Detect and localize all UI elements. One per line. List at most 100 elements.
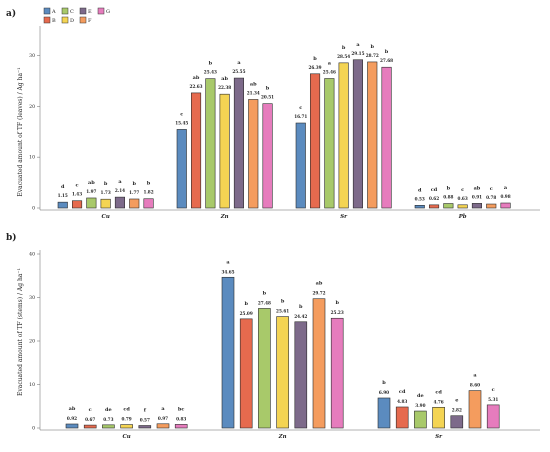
bar-sr-e [352, 59, 364, 209]
significance-letter-zn-d: b [281, 299, 285, 305]
significance-letter-sr-g: c [492, 387, 495, 393]
significance-letter-sr-b: cd [399, 389, 406, 395]
legend-swatch-f [79, 16, 87, 24]
significance-letter-cu-f: a [161, 406, 165, 412]
significance-letter-pb-g: a [504, 185, 508, 191]
bar-cu-e [138, 425, 152, 429]
significance-letter-zn-d: ab [221, 76, 228, 82]
bar-sr-a [295, 122, 306, 209]
significance-letter-cu-a: d [61, 184, 65, 190]
y-tick-label: 30 [29, 295, 35, 301]
legend-label-d: D [70, 18, 74, 24]
value-label-zn-f: 21.34 [247, 90, 260, 95]
significance-letter-sr-b: b [313, 56, 317, 62]
value-label-pb-b: 0.62 [429, 196, 439, 201]
category-label-cu: Cu [102, 214, 110, 220]
bar-zn-f [312, 298, 326, 429]
value-label-zn-a: 34.65 [221, 269, 234, 274]
value-label-zn-b: 25.09 [240, 311, 253, 316]
significance-letter-cu-e: a [118, 179, 122, 185]
bar-cu-d [120, 424, 133, 429]
significance-letter-sr-a: c [299, 105, 302, 111]
value-label-sr-b: 4.83 [397, 399, 407, 404]
bar-pb-b [428, 204, 440, 209]
category-label-zn: Zn [220, 214, 229, 220]
value-label-sr-f: 28.72 [366, 53, 379, 58]
bar-pb-e [471, 203, 483, 209]
bar-cu-c [86, 197, 97, 209]
value-label-pb-a: 0.53 [415, 196, 425, 201]
panel-b-plot: 0102030400.92ab0.67c0.73de0.79cd0.57f0.9… [29, 250, 540, 440]
bar-pb-c [443, 203, 454, 209]
category-label-pb: Pb [458, 214, 467, 220]
legend-swatch-g [97, 7, 105, 15]
legend: AB CD EF G [43, 7, 110, 24]
significance-letter-zn-c: b [209, 61, 213, 67]
panel-a-plot: 01020301.15d1.43c1.97ab1.73b2.14a1.77b1.… [29, 26, 540, 220]
value-label-zn-g: 20.51 [261, 95, 274, 100]
legend-label-e: E [88, 9, 92, 15]
y-tick-label: 40 [29, 252, 35, 258]
bar-pb-g [500, 202, 511, 209]
significance-letter-cu-d: b [104, 181, 108, 187]
bar-cu-c [102, 424, 115, 429]
bar-zn-a [221, 276, 235, 429]
bar-sr-b [309, 73, 321, 209]
significance-letter-cu-d: cd [123, 407, 130, 413]
significance-letter-pb-f: c [490, 186, 493, 192]
value-label-pb-f: 0.78 [486, 195, 496, 200]
value-label-sr-g: 27.68 [380, 58, 393, 63]
significance-letter-sr-d: b [342, 45, 346, 51]
significance-letter-sr-f: b [371, 44, 375, 50]
value-label-cu-b: 0.67 [85, 417, 95, 422]
y-tick-label: 20 [29, 339, 35, 345]
bar-cu-a [65, 423, 79, 429]
category-label-sr: Sr [435, 434, 443, 440]
value-label-pb-e: 0.91 [472, 194, 482, 199]
bar-pb-d [457, 204, 468, 209]
legend-label-a: A [51, 9, 56, 15]
bar-sr-e [450, 415, 464, 429]
value-label-sr-a: 16.71 [294, 114, 307, 119]
value-label-cu-d: 1.73 [101, 190, 111, 195]
bar-sr-f [468, 390, 482, 429]
legend-swatch-b [43, 16, 51, 24]
significance-letter-cu-g: bc [178, 406, 185, 412]
value-label-sr-c: 3.90 [415, 403, 425, 408]
value-label-zn-g: 25.23 [331, 310, 344, 315]
significance-letter-cu-c: ab [88, 180, 95, 186]
value-label-sr-e: 29.15 [351, 51, 364, 56]
value-label-sr-c: 25.46 [323, 70, 336, 75]
y-tick-label: 0 [32, 426, 35, 432]
significance-letter-zn-f: ab [316, 281, 323, 287]
significance-letter-cu-c: de [105, 407, 112, 413]
significance-letter-pb-e: ab [474, 185, 481, 191]
legend-label-g: G [106, 9, 110, 15]
value-label-zn-c: 27.48 [258, 300, 271, 305]
value-label-cu-b: 1.43 [72, 192, 82, 197]
significance-letter-pb-d: c [461, 187, 464, 193]
bar-zn-c [258, 308, 271, 429]
legend-label-b: B [52, 18, 56, 24]
value-label-sr-g: 5.31 [488, 397, 498, 402]
bar-zn-b [239, 318, 253, 429]
bar-sr-c [414, 410, 427, 429]
significance-letter-zn-g: b [266, 86, 270, 92]
value-label-zn-a: 15.45 [175, 120, 188, 125]
bar-sr-a [377, 397, 391, 429]
bar-cu-b [83, 424, 97, 429]
value-label-cu-d: 0.79 [121, 417, 131, 422]
value-label-sr-b: 26.39 [308, 65, 321, 70]
bar-cu-b [72, 200, 83, 209]
value-label-sr-e: 2.82 [452, 408, 462, 413]
significance-letter-zn-f: ab [250, 81, 257, 87]
value-label-cu-f: 0.97 [158, 416, 168, 421]
legend-swatch-c [61, 7, 69, 15]
significance-letter-sr-c: a [328, 61, 332, 67]
value-label-cu-c: 0.73 [103, 417, 113, 422]
y-tick-label: 10 [29, 382, 35, 388]
category-label-cu: Cu [122, 434, 130, 440]
significance-letter-cu-b: c [89, 407, 92, 413]
significance-letter-zn-a: c [180, 111, 183, 117]
value-label-zn-d: 22.38 [218, 85, 231, 90]
